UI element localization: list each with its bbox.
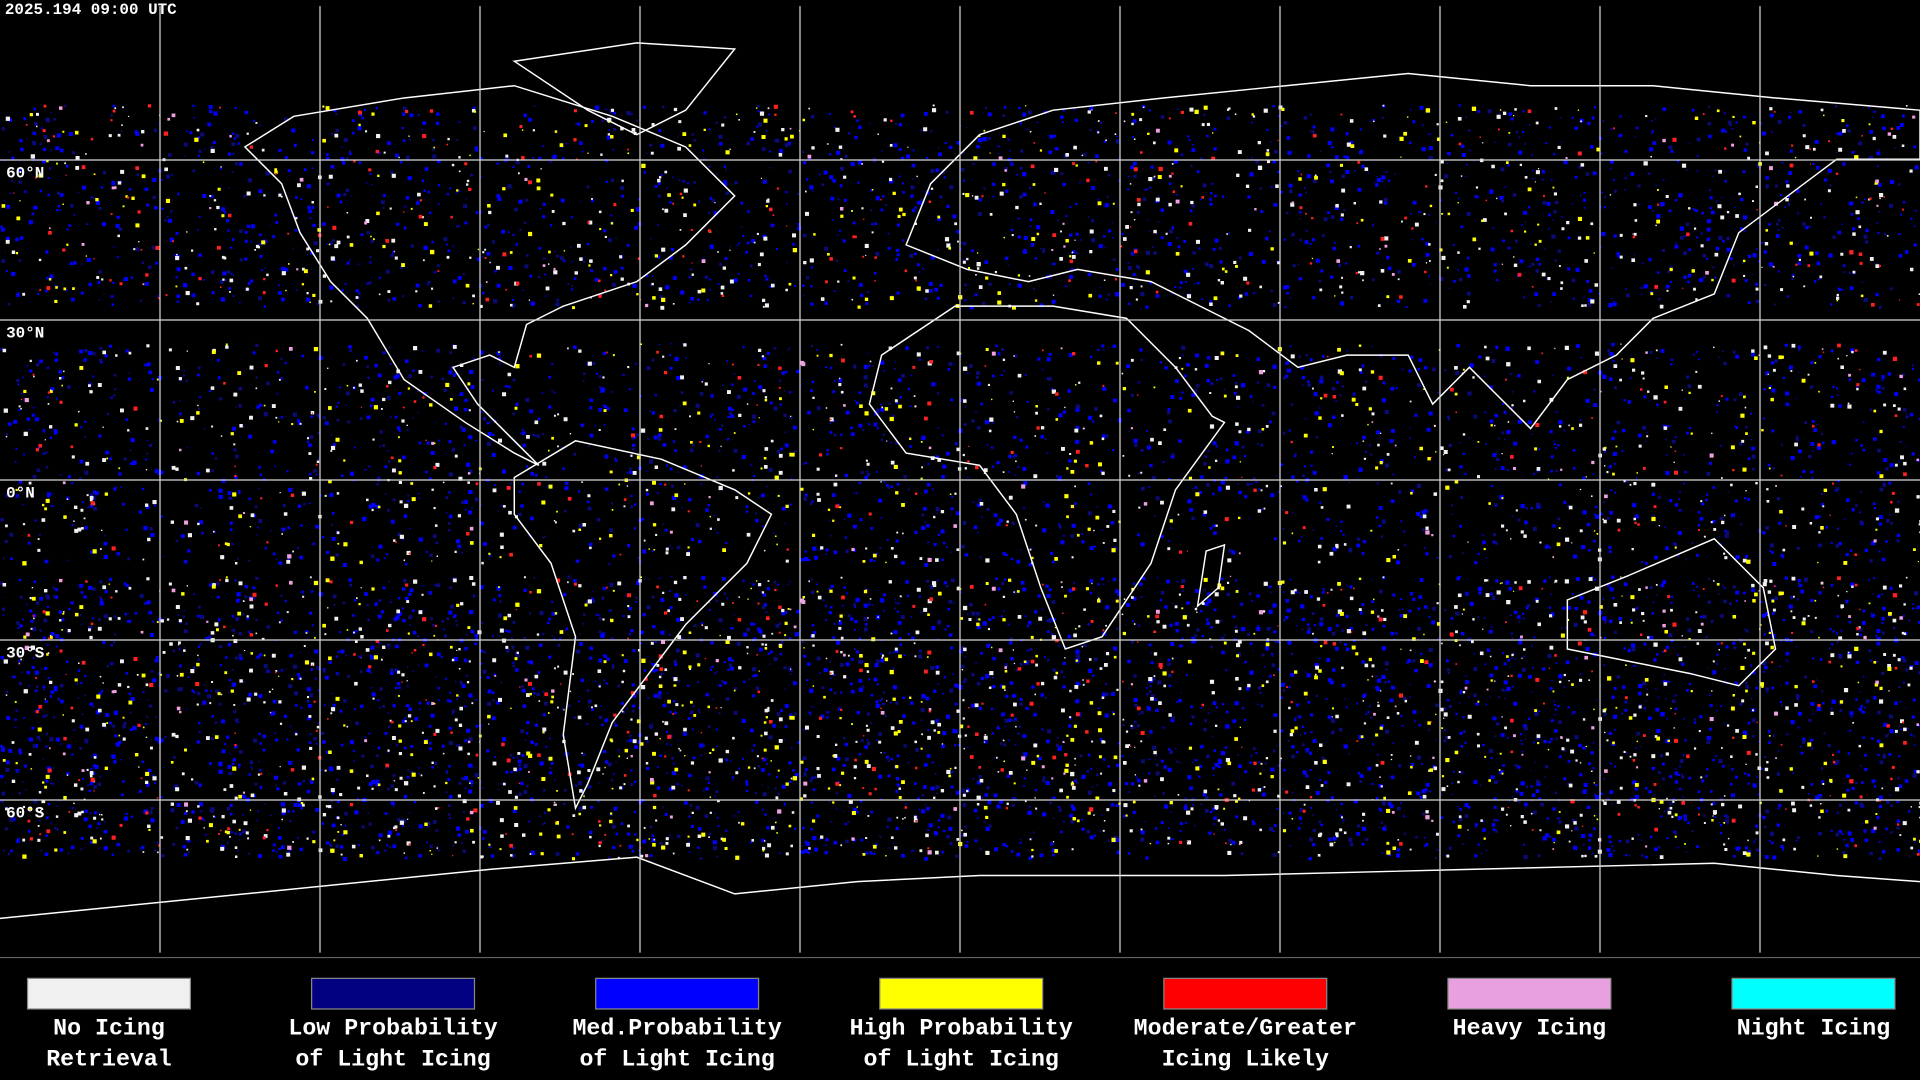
legend-label: Med.Probability xyxy=(572,1016,781,1042)
legend-label: Icing Likely xyxy=(1162,1046,1329,1072)
graticule xyxy=(0,6,1920,959)
latitude-label: 60°N xyxy=(6,165,44,183)
legend-label: Retrieval xyxy=(46,1046,172,1072)
legend-swatch xyxy=(311,977,476,1010)
latitude-label: 60°S xyxy=(6,805,45,823)
north-america xyxy=(243,84,736,466)
legend-label: No Icing xyxy=(53,1016,165,1042)
south-america xyxy=(513,440,773,811)
legend: No Icing Retrieval Low Probability of Light… xyxy=(26,977,1896,1072)
africa xyxy=(868,305,1226,650)
timestamp: 2025.194 09:00 UTC xyxy=(5,1,177,19)
latitude-label: 30°N xyxy=(6,325,44,343)
legend-swatch xyxy=(595,977,760,1010)
legend-label: High Probability xyxy=(850,1016,1073,1042)
antarctica xyxy=(0,856,1920,920)
greenland xyxy=(512,42,737,136)
legend-label: Heavy Icing xyxy=(1453,1016,1606,1042)
eurasia xyxy=(905,72,1920,430)
latitude-labels: 60°N 30°N 0°N 30°S 60°S xyxy=(6,165,45,823)
latitude-label: 0°N xyxy=(6,485,35,503)
legend-swatch xyxy=(1163,977,1328,1010)
legend-label: Night Icing xyxy=(1737,1016,1890,1042)
madagascar xyxy=(1196,543,1226,609)
legend-label: of Light Icing xyxy=(864,1046,1059,1072)
legend-swatch xyxy=(1731,977,1896,1010)
legend-swatch xyxy=(26,977,192,1010)
legend-label: of Light Icing xyxy=(295,1046,490,1072)
australia xyxy=(1566,537,1777,687)
latitude-label: 30°S xyxy=(6,645,45,663)
legend-label: Low Probability xyxy=(288,1016,497,1042)
legend-swatch xyxy=(879,977,1044,1010)
legend-label: of Light Icing xyxy=(579,1046,774,1072)
legend-swatch xyxy=(1447,977,1612,1010)
legend-label: Moderate/Greater xyxy=(1134,1016,1357,1042)
coastlines xyxy=(0,42,1920,920)
